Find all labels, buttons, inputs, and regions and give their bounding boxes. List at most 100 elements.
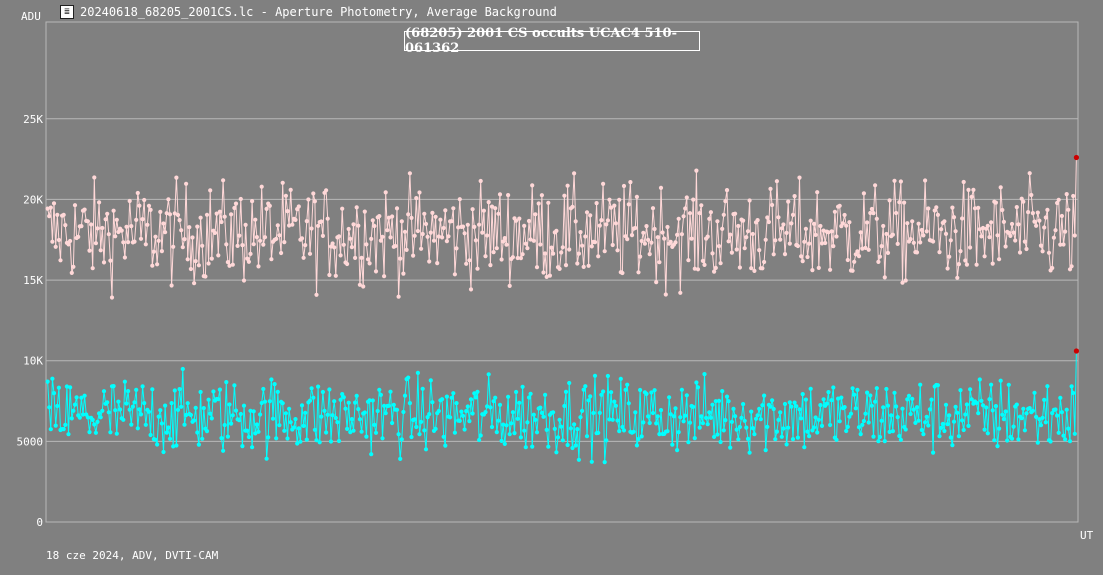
data-point <box>299 403 305 408</box>
data-point <box>111 384 116 389</box>
y-tick-label: 20K <box>23 193 43 206</box>
data-point <box>644 391 649 396</box>
data-point <box>346 226 351 232</box>
data-point <box>377 214 382 219</box>
data-point <box>997 426 1002 431</box>
data-point <box>68 385 73 390</box>
data-point <box>831 244 836 249</box>
data-point <box>650 410 656 416</box>
data-point <box>193 405 198 410</box>
data-point <box>576 457 582 462</box>
data-point <box>486 200 491 205</box>
data-point <box>385 228 390 233</box>
data-point <box>1022 239 1027 244</box>
data-point <box>250 199 255 204</box>
data-point <box>311 395 316 400</box>
data-point <box>56 385 62 390</box>
data-point <box>543 392 548 397</box>
data-point <box>905 221 910 226</box>
data-point <box>900 280 905 285</box>
data-point <box>1043 215 1048 220</box>
data-point <box>153 234 158 239</box>
data-point <box>303 410 308 415</box>
data-point <box>526 218 532 224</box>
data-point <box>142 197 147 203</box>
data-point <box>407 171 412 176</box>
y-tick-label: 15K <box>23 274 43 287</box>
data-point <box>687 211 693 216</box>
data-point <box>708 415 714 420</box>
data-point <box>1043 420 1048 425</box>
data-point <box>673 406 678 411</box>
data-point <box>565 183 570 188</box>
data-point <box>531 238 536 243</box>
data-point <box>127 198 132 204</box>
data-point <box>462 427 467 432</box>
data-point <box>241 278 247 283</box>
data-point <box>520 252 525 257</box>
data-point <box>890 232 896 237</box>
data-point <box>1061 242 1066 247</box>
data-point <box>298 439 303 444</box>
data-point <box>694 380 699 385</box>
data-point <box>303 243 308 248</box>
data-point <box>477 437 482 443</box>
data-point <box>525 246 530 251</box>
data-point <box>753 416 759 421</box>
data-point <box>134 217 139 222</box>
data-point <box>950 205 955 210</box>
data-point <box>287 223 292 228</box>
data-point <box>378 392 383 397</box>
data-point <box>336 234 342 239</box>
data-point <box>974 400 979 406</box>
data-point <box>423 221 429 227</box>
data-point <box>87 248 92 253</box>
data-point <box>171 444 176 449</box>
data-point <box>1042 397 1047 402</box>
data-point <box>420 231 425 237</box>
data-point <box>248 408 253 413</box>
data-point <box>129 224 134 229</box>
data-point <box>367 398 372 403</box>
data-point <box>493 395 498 400</box>
lightcurve-app-icon[interactable]: ≣ <box>60 5 74 19</box>
data-point <box>362 410 367 415</box>
data-point <box>609 390 614 395</box>
data-point <box>444 394 449 399</box>
data-point <box>770 202 775 208</box>
data-point <box>826 390 831 395</box>
data-point <box>601 389 606 394</box>
data-point <box>277 233 282 238</box>
data-point <box>428 378 433 383</box>
data-point <box>357 417 362 422</box>
data-point <box>262 399 268 404</box>
data-point <box>433 214 438 219</box>
data-point <box>742 246 747 251</box>
data-point <box>333 415 338 421</box>
data-point <box>320 389 325 395</box>
data-point <box>760 266 765 271</box>
data-point <box>771 252 776 257</box>
data-point <box>567 380 572 386</box>
data-point <box>359 429 364 434</box>
data-point <box>581 387 586 392</box>
data-point <box>702 372 707 377</box>
data-point <box>129 422 134 427</box>
data-point <box>871 434 876 439</box>
data-point <box>240 243 245 248</box>
data-point <box>1011 424 1016 429</box>
data-point <box>219 219 224 225</box>
data-point <box>316 384 321 389</box>
data-point <box>1019 416 1024 421</box>
data-point <box>51 201 57 206</box>
data-point <box>402 229 408 234</box>
data-point <box>517 216 522 221</box>
data-point <box>911 407 916 412</box>
data-point <box>1016 222 1021 227</box>
data-point <box>406 212 411 217</box>
data-point <box>489 204 495 209</box>
data-point <box>739 415 744 420</box>
data-point <box>773 437 778 442</box>
data-point <box>378 238 383 243</box>
data-point <box>167 212 173 217</box>
